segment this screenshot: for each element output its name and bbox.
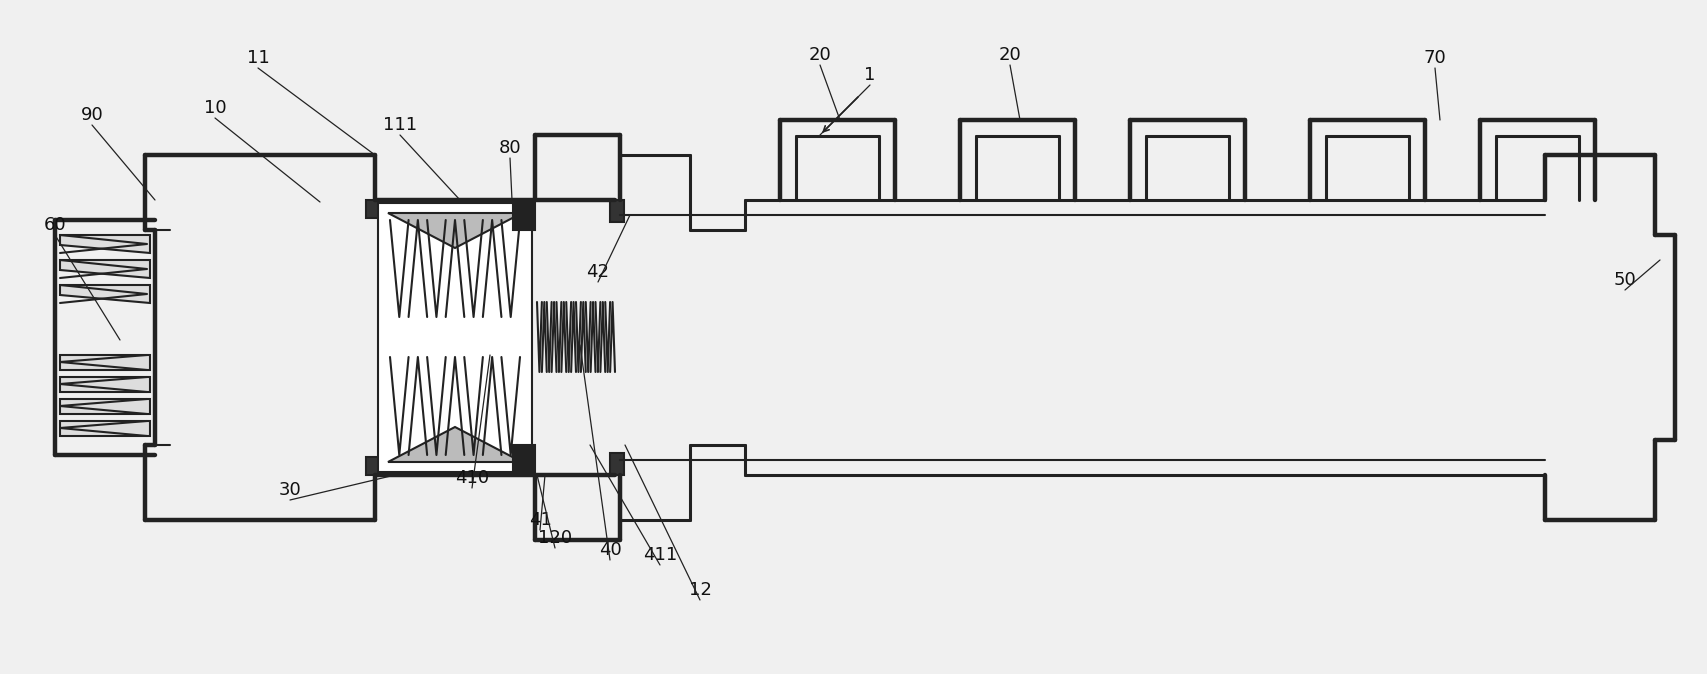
Text: 50: 50 bbox=[1613, 271, 1637, 289]
Text: 120: 120 bbox=[538, 529, 572, 547]
Polygon shape bbox=[60, 235, 150, 253]
Text: 41: 41 bbox=[529, 511, 551, 529]
Text: 60: 60 bbox=[44, 216, 67, 234]
Bar bbox=[609, 453, 625, 475]
Polygon shape bbox=[387, 213, 522, 248]
Polygon shape bbox=[60, 355, 150, 370]
Text: 12: 12 bbox=[688, 581, 712, 599]
Text: 80: 80 bbox=[498, 139, 521, 157]
Polygon shape bbox=[60, 285, 150, 303]
Text: 410: 410 bbox=[456, 469, 490, 487]
Text: 11: 11 bbox=[246, 49, 270, 67]
Polygon shape bbox=[60, 399, 150, 414]
Text: 40: 40 bbox=[599, 541, 621, 559]
Bar bbox=[514, 445, 534, 475]
Text: 90: 90 bbox=[80, 106, 104, 124]
Polygon shape bbox=[60, 421, 150, 436]
Text: 20: 20 bbox=[999, 46, 1021, 64]
Text: 411: 411 bbox=[644, 546, 678, 564]
Bar bbox=[365, 457, 384, 475]
Text: 10: 10 bbox=[203, 99, 227, 117]
Polygon shape bbox=[60, 260, 150, 278]
Text: 20: 20 bbox=[809, 46, 831, 64]
Text: 42: 42 bbox=[587, 263, 609, 281]
Polygon shape bbox=[387, 427, 522, 462]
Text: 1: 1 bbox=[864, 66, 876, 84]
Polygon shape bbox=[60, 377, 150, 392]
Bar bbox=[514, 200, 534, 230]
Bar bbox=[381, 205, 529, 470]
Text: 30: 30 bbox=[278, 481, 302, 499]
Bar bbox=[609, 200, 625, 222]
Text: 70: 70 bbox=[1424, 49, 1446, 67]
Text: 111: 111 bbox=[382, 116, 417, 134]
Bar bbox=[365, 200, 384, 218]
Bar bbox=[377, 203, 533, 472]
